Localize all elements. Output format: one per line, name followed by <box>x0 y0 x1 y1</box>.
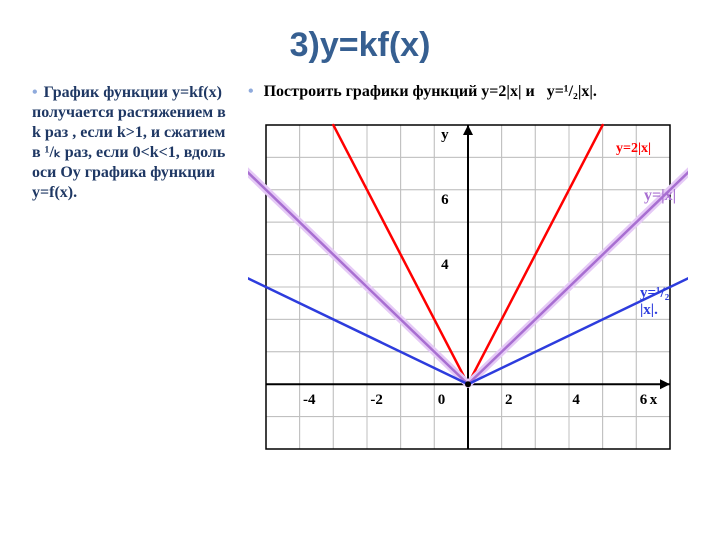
chart-text: 6 <box>441 192 449 209</box>
bullet-icon: • <box>32 84 38 101</box>
right-subtitle: • Построить графики функций y=2|x| и y=¹… <box>248 83 688 101</box>
bullet-icon: • <box>248 83 254 101</box>
chart-text: -2 <box>370 392 383 409</box>
chart: -4-2024646xyy=2|x|y=|x|y=¹/₂ |x|. <box>248 107 688 467</box>
chart-text: x <box>650 392 658 409</box>
subtitle-text: Построить графики функций y=2|x| и y=¹/₂… <box>264 83 597 101</box>
slide-title: 3)y=kf(x) <box>32 26 688 65</box>
chart-text: 0 <box>438 392 446 409</box>
right-column: • Построить графики функций y=2|x| и y=¹… <box>248 83 688 467</box>
chart-svg <box>248 107 688 467</box>
chart-text: -4 <box>303 392 316 409</box>
chart-text: 6 <box>640 392 648 409</box>
chart-text: 4 <box>572 392 580 409</box>
chart-text: 4 <box>441 257 449 274</box>
left-column: •График функции y=kf(x) получается растя… <box>32 83 230 467</box>
left-paragraph: График функции y=kf(x) получается растяж… <box>32 84 226 201</box>
chart-text: y <box>441 127 449 144</box>
chart-text: y=¹/₂ |x|. <box>640 285 690 319</box>
chart-text: y=2|x| <box>616 141 651 157</box>
chart-text: 2 <box>505 392 513 409</box>
chart-text: y=|x| <box>644 187 688 205</box>
